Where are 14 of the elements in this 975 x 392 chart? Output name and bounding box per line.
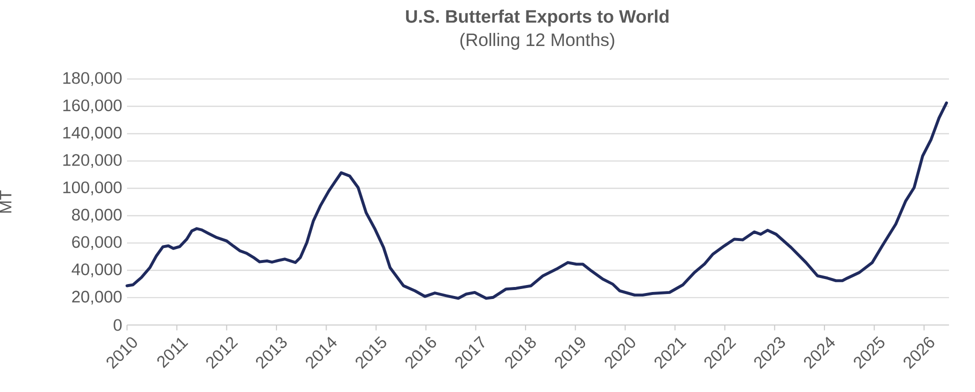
y-tick-label: 100,000 bbox=[63, 181, 122, 196]
chart-subtitle: (Rolling 12 Months) bbox=[460, 32, 614, 50]
y-tick-label: 160,000 bbox=[63, 99, 122, 114]
y-tick-label: 120,000 bbox=[63, 154, 122, 168]
y-tick-label: 80,000 bbox=[72, 208, 122, 223]
y-tick-label: 140,000 bbox=[63, 126, 122, 141]
y-tick-label: 20,000 bbox=[72, 290, 122, 305]
y-tick-label: 60,000 bbox=[72, 236, 122, 250]
y-tick-label: 0 bbox=[114, 319, 122, 331]
y-axis-title: MT bbox=[0, 190, 12, 213]
y-tick-label: 40,000 bbox=[72, 263, 122, 278]
line-series bbox=[126, 101, 948, 300]
y-tick-label: 180,000 bbox=[63, 72, 122, 86]
chart-title: U.S. Butterfat Exports to World bbox=[406, 10, 668, 26]
